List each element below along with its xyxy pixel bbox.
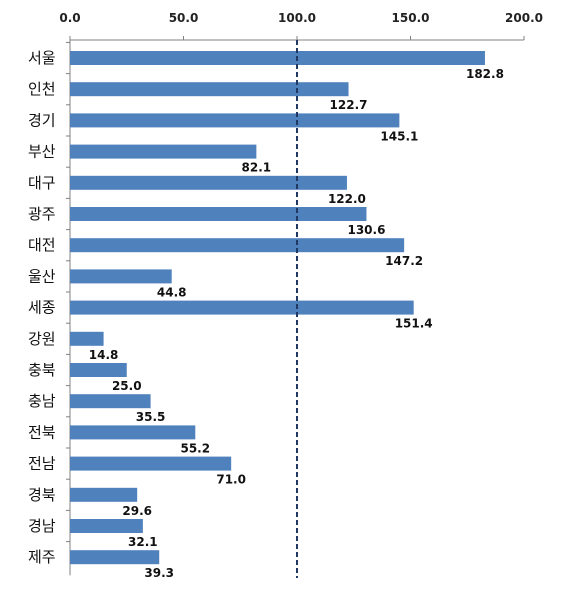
x-tick-label: 150.0 — [392, 11, 430, 25]
value-label: 32.1 — [128, 535, 158, 549]
value-label: 145.1 — [380, 129, 418, 143]
x-tick-label: 50.0 — [169, 11, 199, 25]
category-label: 전남 — [28, 455, 56, 473]
bar — [70, 300, 414, 315]
bar — [70, 51, 485, 65]
value-label: 147.2 — [385, 254, 423, 268]
value-label: 182.8 — [466, 67, 504, 81]
bar — [70, 550, 160, 565]
value-label: 122.0 — [328, 192, 366, 206]
bar — [70, 82, 349, 97]
x-tick-label: 200.0 — [505, 11, 543, 25]
category-label: 전북 — [28, 423, 56, 441]
category-label: 부산 — [28, 143, 56, 161]
bar — [70, 331, 104, 346]
value-label: 82.1 — [242, 161, 272, 175]
bar — [70, 269, 172, 284]
bar — [70, 175, 347, 190]
value-label: 29.6 — [122, 504, 152, 518]
value-label: 39.3 — [144, 566, 174, 580]
bar — [70, 144, 257, 159]
bar — [70, 394, 151, 409]
category-label: 광주 — [28, 205, 56, 223]
category-label: 충북 — [28, 361, 56, 379]
category-label: 울산 — [28, 267, 56, 285]
bar — [70, 487, 138, 502]
category-label: 대전 — [28, 236, 56, 254]
value-label: 55.2 — [180, 441, 210, 455]
bar — [70, 519, 143, 533]
category-label: 강원 — [28, 330, 56, 348]
bar — [70, 456, 232, 471]
bar — [70, 238, 405, 253]
value-label: 25.0 — [112, 379, 142, 393]
category-label: 대구 — [28, 174, 56, 192]
category-label: 제주 — [28, 548, 56, 566]
bar — [70, 425, 196, 440]
x-tick-label: 0.0 — [59, 11, 80, 25]
category-label: 경기 — [28, 111, 56, 129]
value-label: 44.8 — [157, 285, 187, 299]
bar — [70, 207, 367, 221]
category-label: 서울 — [28, 49, 56, 67]
category-label: 인천 — [28, 80, 56, 98]
value-label: 122.7 — [330, 98, 368, 112]
bar — [70, 113, 400, 128]
category-label: 경남 — [28, 517, 56, 535]
category-label: 경북 — [28, 486, 56, 504]
value-label: 71.0 — [216, 473, 246, 487]
category-label: 세종 — [28, 299, 56, 317]
category-label: 충남 — [28, 392, 56, 410]
x-tick-label: 100.0 — [278, 11, 316, 25]
value-label: 130.6 — [347, 223, 385, 237]
bar — [70, 363, 127, 377]
value-label: 151.4 — [395, 317, 433, 331]
value-label: 35.5 — [136, 410, 166, 424]
value-label: 14.8 — [89, 348, 119, 362]
